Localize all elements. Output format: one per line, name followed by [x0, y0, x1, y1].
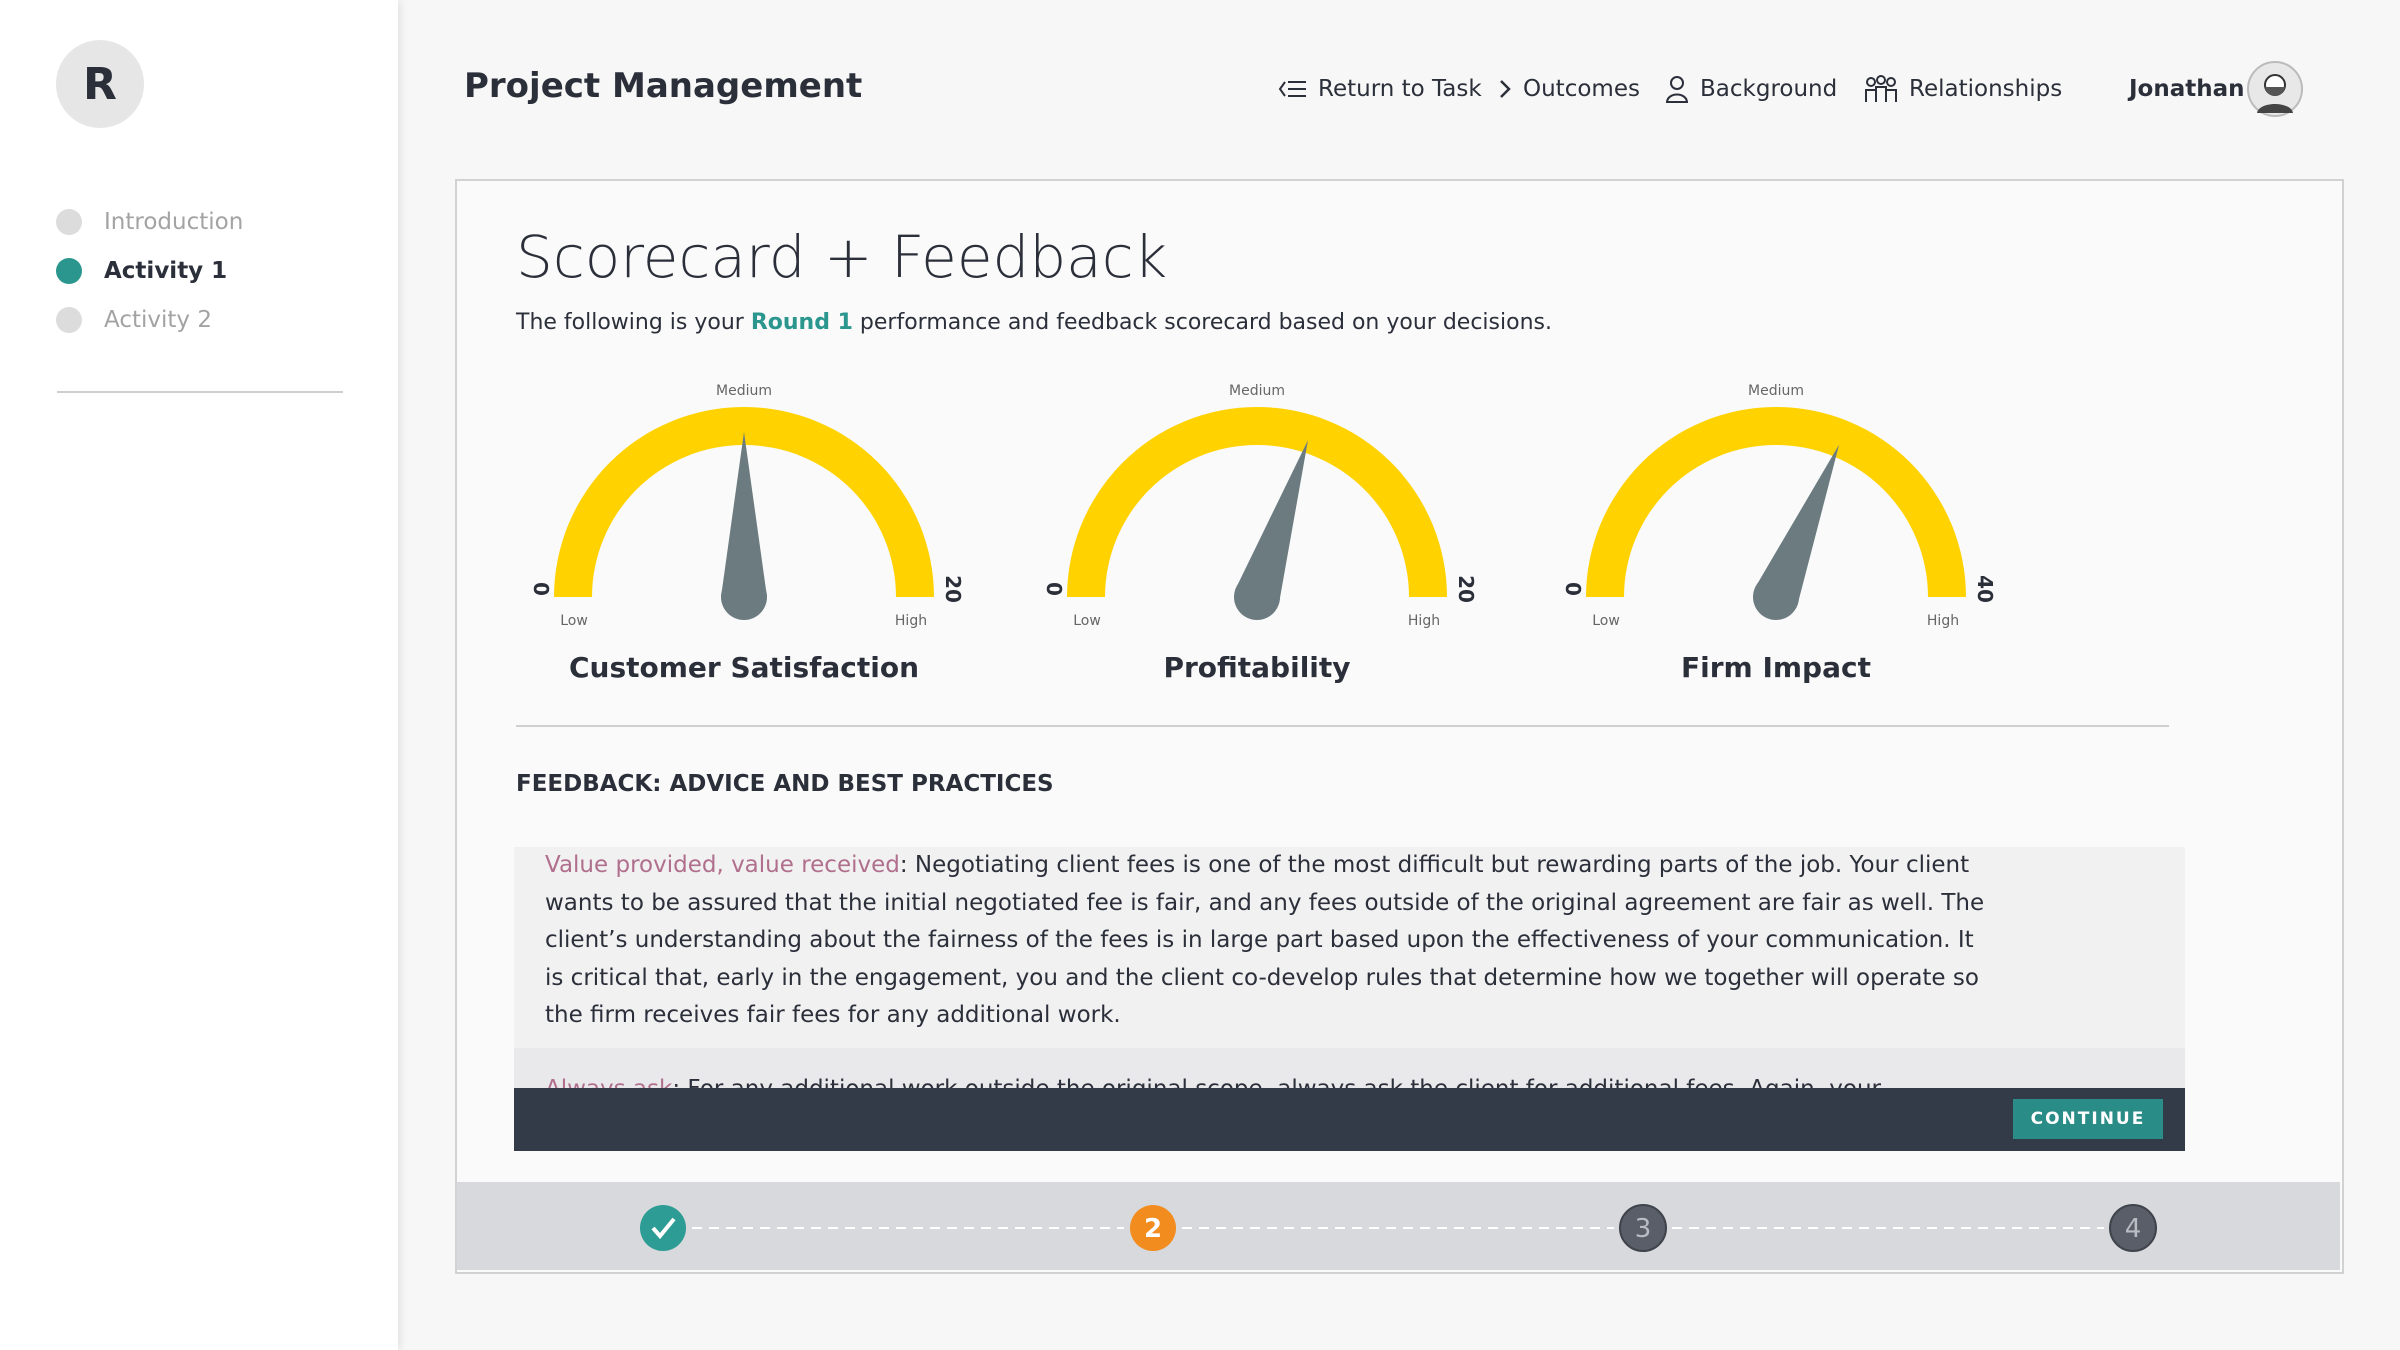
sidebar-nav-item[interactable]: Activity 1	[56, 256, 227, 286]
nav-label: Return to Task	[1318, 76, 1482, 102]
step-circle[interactable]	[2109, 1204, 2157, 1252]
gauge-min: 0	[529, 582, 553, 596]
logo[interactable]: R	[56, 40, 144, 128]
sidebar-nav-item[interactable]: Activity 2	[56, 305, 212, 335]
gauge-needle	[721, 432, 767, 620]
gauge-name: Profitability	[1163, 651, 1350, 684]
scorecard-title: Scorecard + Feedback	[516, 223, 1168, 291]
feedback-heading: FEEDBACK: ADVICE AND BEST PRACTICES	[516, 771, 1054, 797]
intro-text: performance and feedback scorecard based…	[852, 310, 1552, 335]
gauge-low-label: Low	[1592, 613, 1620, 629]
nav-relationships[interactable]: Relationships	[1863, 74, 2062, 104]
stepper-track: 2 3 4	[640, 1204, 2157, 1252]
needle-body	[1754, 444, 1840, 606]
divider	[516, 725, 2169, 727]
gauge-mid-label: Medium	[716, 383, 772, 399]
gauge-low-label: Low	[560, 613, 588, 629]
gauge-needle	[1234, 440, 1308, 620]
feedback-item: Always ask: For any additional work outs…	[514, 1047, 2185, 1089]
step-label: 2	[1144, 1214, 1162, 1244]
icon	[1500, 80, 1511, 98]
action-bar	[514, 1088, 2185, 1151]
gauge-arc	[1067, 407, 1447, 597]
needle-hub	[1234, 574, 1280, 620]
icon	[1665, 76, 1689, 103]
nav-dot	[56, 209, 82, 235]
nav-label: Activity 1	[104, 258, 228, 284]
divider	[57, 391, 343, 393]
gauge-mid-label: Medium	[1229, 383, 1285, 399]
gauge-high-label: High	[895, 613, 927, 629]
needle-hub	[1753, 574, 1799, 620]
nav-return[interactable]: Return to Task	[1278, 74, 1482, 104]
icon	[1865, 75, 1897, 102]
intro: The following is your Round 1 performanc…	[516, 309, 1552, 337]
gauge-max: 20	[1454, 575, 1478, 603]
sidebar: R Introduction Activity 1 Activity 2	[0, 0, 398, 1350]
step-circle[interactable]	[640, 1205, 686, 1251]
feedback-text: : For any additional work outside the or…	[545, 1076, 1881, 1089]
avatar[interactable]	[2247, 61, 2303, 117]
needle-body	[721, 432, 767, 597]
gauge-low-label: Low	[1073, 613, 1101, 629]
gauge-mid-label: Medium	[1748, 383, 1804, 399]
nav-dot	[56, 307, 82, 333]
gauge-name: Firm Impact	[1681, 651, 1871, 684]
round-label: Round 1	[750, 310, 853, 335]
gauge-min: 0	[1561, 582, 1585, 596]
step-label: 4	[2125, 1214, 2142, 1244]
step-circle[interactable]	[1130, 1205, 1176, 1251]
user-name[interactable]: Jonathan	[2129, 76, 2245, 102]
continue-button[interactable]: CONTINUE	[2013, 1099, 2163, 1139]
sidebar-nav-item[interactable]: Introduction	[56, 207, 243, 237]
feedback-panel: Value provided, value received: Negotiat…	[514, 847, 2185, 1088]
icon	[1278, 81, 1306, 97]
needle-body	[1235, 440, 1308, 605]
gauge-name: Customer Satisfaction	[569, 651, 919, 684]
stepper: 2 3 4	[457, 1182, 2340, 1270]
gauge-max: 20	[941, 575, 965, 603]
nav-label: Relationships	[1909, 76, 2063, 102]
nav-label: Introduction	[104, 209, 244, 235]
avatar-face	[2257, 74, 2293, 113]
gauge-high-label: High	[1408, 613, 1440, 629]
gauge-arc	[1586, 407, 1966, 597]
feedback-item: Value provided, value received: Negotiat…	[514, 847, 2185, 1048]
needle-hub	[721, 574, 767, 620]
nav-label: Background	[1700, 76, 1838, 102]
gauge-needle	[1753, 444, 1840, 620]
feedback-term: Always ask	[545, 1076, 672, 1089]
page-title: Project Management	[464, 66, 863, 106]
step-circle[interactable]	[1619, 1204, 1667, 1252]
gauge-min: 0	[1042, 582, 1066, 596]
gauge-arc	[554, 407, 934, 597]
feedback-text: : Negotiating client fees is one of the …	[545, 852, 1985, 1028]
intro-text: The following is your	[516, 310, 751, 335]
nav-dot	[56, 258, 82, 284]
step-check	[651, 1217, 676, 1240]
feedback-term: Value provided, value received	[545, 852, 900, 878]
nav-label: Activity 2	[104, 307, 212, 333]
step-label: 3	[1635, 1214, 1652, 1244]
nav-background[interactable]: Background	[1664, 74, 1837, 104]
nav-label: Outcomes	[1523, 76, 1640, 102]
gauge-high-label: High	[1927, 613, 1959, 629]
gauge-max: 40	[1973, 575, 1997, 603]
nav-outcomes[interactable]: Outcomes	[1497, 74, 1640, 104]
gauges: Medium Low High 0 20 Customer Satisfaction Med…	[529, 383, 1997, 684]
